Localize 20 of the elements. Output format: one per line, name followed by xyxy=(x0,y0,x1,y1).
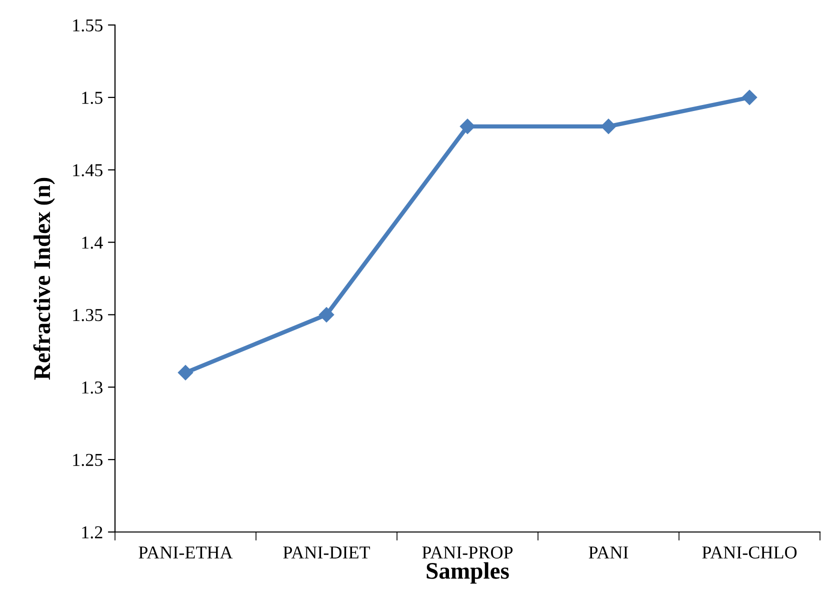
x-tick-label: PANI-DIET xyxy=(283,546,370,558)
y-axis-title: Refractive Index (n) xyxy=(33,178,55,380)
x-tick-label: PANI xyxy=(588,546,628,558)
point xyxy=(742,90,758,105)
y-tick-label: 1.45 xyxy=(73,164,102,176)
x-tick-label: PANI-CHLO xyxy=(702,546,797,559)
x-axis-title: Samples xyxy=(426,562,509,584)
x-tick-label: PANI-PROP xyxy=(422,546,513,559)
y-tick-label: 1.55 xyxy=(73,19,102,32)
y-tick-label: 1.2 xyxy=(82,526,102,539)
y-tick-label: 1.25 xyxy=(73,454,102,466)
y-tick-label: 1.5 xyxy=(82,92,102,104)
point xyxy=(318,307,334,322)
point xyxy=(600,118,616,134)
y-tick-label: 1.4 xyxy=(82,236,103,249)
y-tick-label: 1.3 xyxy=(82,381,102,394)
point xyxy=(178,365,194,380)
point xyxy=(460,118,476,134)
x-tick-label: PANI-ETHA xyxy=(138,546,233,558)
y-tick-label: 1.35 xyxy=(73,309,102,322)
